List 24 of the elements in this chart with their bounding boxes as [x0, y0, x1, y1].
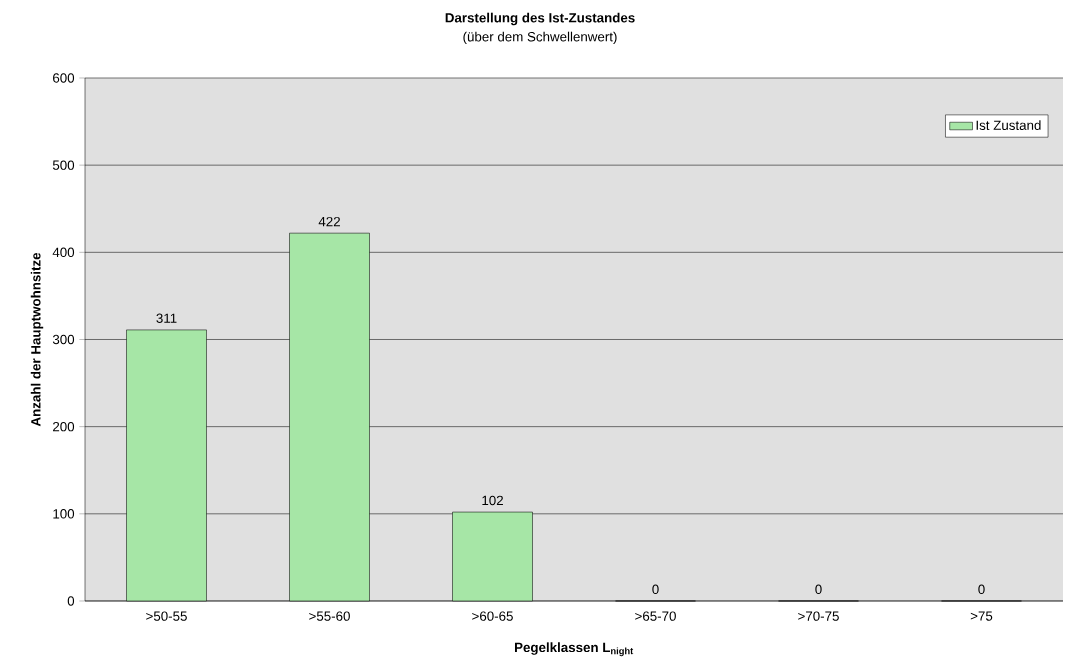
data-label: 0 — [652, 584, 659, 595]
chart-title: Darstellung des Ist-Zustandes — [445, 12, 635, 26]
data-label: 0 — [815, 584, 822, 595]
y-tick-label: 500 — [52, 160, 75, 170]
x-tick-label: >60-65 — [472, 611, 513, 621]
data-label: 311 — [156, 313, 177, 323]
x-axis-title: Pegelklassen L$_{night}$ — [514, 642, 634, 657]
data-label: 422 — [318, 216, 340, 227]
y-axis-title: Anzahl der Hauptwohnsitze — [30, 252, 44, 427]
y-tick-label: 300 — [52, 334, 75, 345]
data-label: 0 — [978, 584, 985, 595]
y-tick-label: 0 — [67, 596, 75, 606]
y-tick-label: 400 — [52, 247, 75, 258]
y-tick-label: 600 — [53, 73, 75, 83]
legend-label: Ist Zustand — [976, 120, 1041, 130]
x-tick-label: >70-75 — [798, 611, 839, 621]
x-tick-label: >75 — [970, 611, 993, 621]
y-tick-label: 100 — [53, 509, 75, 519]
chart-subtitle: (über dem Schwellenwert) — [463, 31, 617, 45]
x-tick-label: >65-70 — [635, 611, 676, 621]
data-label: 102 — [482, 495, 503, 506]
y-tick-label: 200 — [53, 421, 75, 432]
x-tick-label: >55-60 — [309, 611, 350, 621]
x-tick-label: >50-55 — [146, 611, 187, 621]
